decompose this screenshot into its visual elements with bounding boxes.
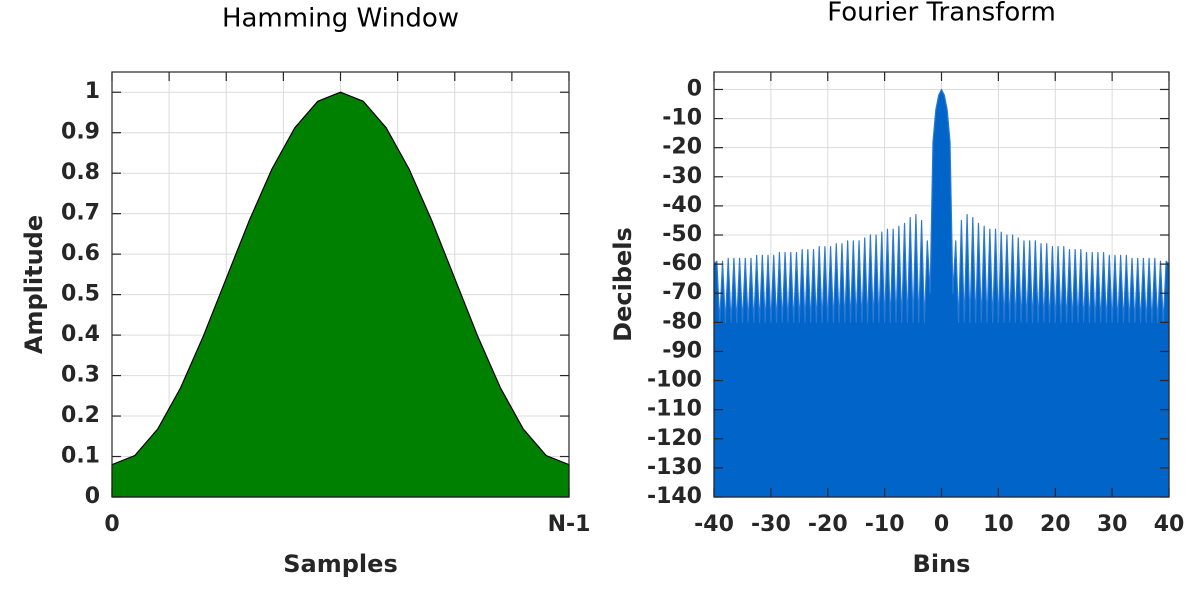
x-axis-label: Samples <box>283 550 397 578</box>
x-tick-label: 30 <box>1097 512 1128 537</box>
y-tick-label: -130 <box>647 455 702 480</box>
y-tick-label: -60 <box>662 251 702 276</box>
y-tick-label: 0.9 <box>61 120 100 145</box>
y-tick-label: -110 <box>647 397 702 422</box>
chart-title: Hamming Window <box>222 4 459 34</box>
y-tick-label: -20 <box>662 135 702 160</box>
y-tick-label: -90 <box>662 338 702 363</box>
y-tick-label: 0.8 <box>61 160 100 185</box>
chart-title: Fourier Transform <box>827 0 1056 28</box>
y-tick-label: 0.5 <box>61 282 100 307</box>
x-tick-label: 10 <box>983 512 1014 537</box>
x-axis-label: Bins <box>913 550 971 578</box>
x-tick-label: -10 <box>865 512 905 537</box>
y-tick-label: 0.6 <box>61 241 100 266</box>
y-axis-label: Decibels <box>609 227 637 342</box>
x-tick-label: -20 <box>808 512 848 537</box>
x-tick-label: 0 <box>104 512 119 537</box>
y-tick-label: -80 <box>662 309 702 334</box>
x-tick-label: 20 <box>1040 512 1071 537</box>
subplot: 0-10-20-30-40-50-60-70-80-90-100-110-120… <box>609 0 1184 578</box>
y-tick-label: 0.3 <box>61 363 100 388</box>
x-tick-label: -30 <box>751 512 791 537</box>
y-tick-label: -70 <box>662 280 702 305</box>
area <box>713 88 1170 498</box>
y-tick-label: -120 <box>647 426 702 451</box>
x-tick-label: 0 <box>934 512 949 537</box>
y-tick-label: -10 <box>662 106 702 131</box>
y-tick-label: 0.1 <box>61 444 100 469</box>
x-tick-label: N-1 <box>548 512 591 537</box>
y-tick-label: 0 <box>85 484 100 509</box>
subplot: 0 0.1 0.2 0.3 0.4 0.5 0.6 0.7 0.8 0.9 1 0 N-1 Hamming… <box>20 4 590 579</box>
y-tick-label: -100 <box>647 368 702 393</box>
y-tick-label: -140 <box>647 484 702 509</box>
y-tick-label: 0.7 <box>61 201 100 226</box>
x-tick-label: 40 <box>1154 512 1185 537</box>
x-tick-label: -40 <box>694 512 734 537</box>
y-tick-label: 1 <box>85 79 100 104</box>
y-axis-label: Amplitude <box>20 215 48 354</box>
area <box>111 91 570 498</box>
y-tick-label: 0 <box>687 76 702 101</box>
y-tick-label: 0.4 <box>61 322 100 347</box>
y-tick-label: 0.2 <box>61 403 100 428</box>
y-tick-label: -40 <box>662 193 702 218</box>
y-tick-label: -30 <box>662 164 702 189</box>
y-tick-label: -50 <box>662 222 702 247</box>
